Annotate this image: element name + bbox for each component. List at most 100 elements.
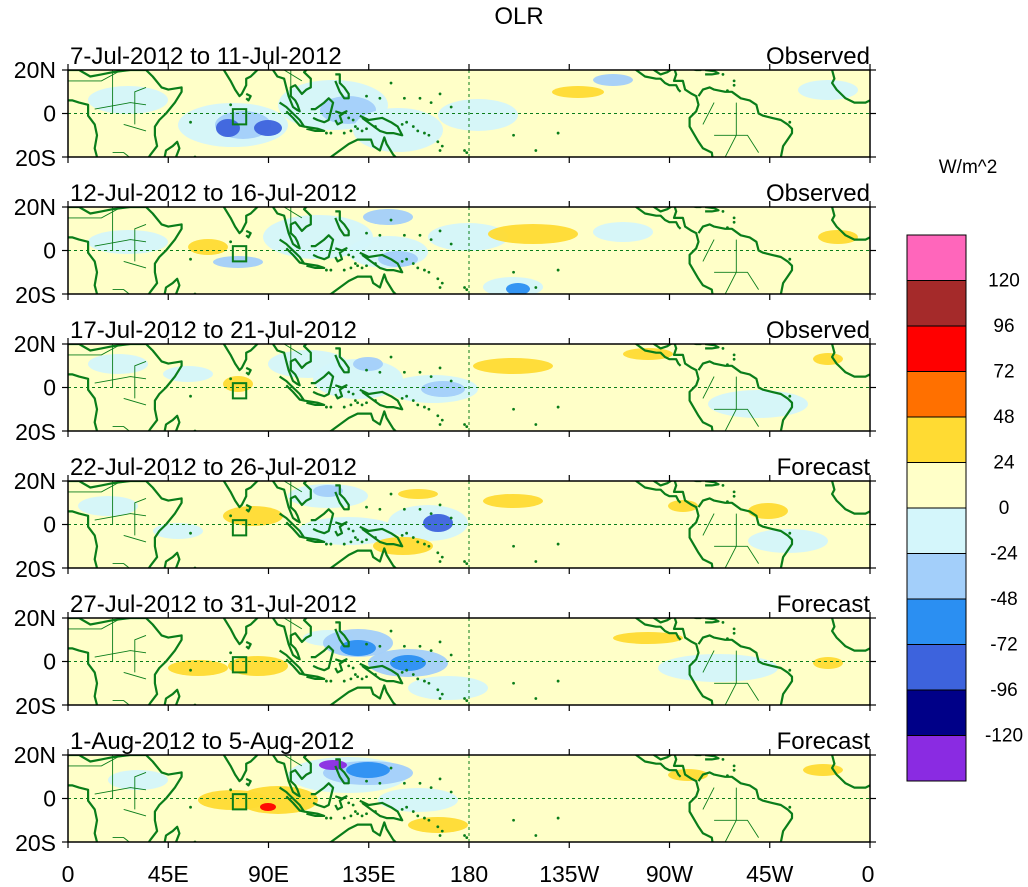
coastline (691, 344, 702, 346)
map-panel: 27-Jul-2012 to 31-Jul-2012 Forecast 20N 0 20… (14, 591, 876, 719)
coastline (278, 786, 306, 813)
anomaly-contour (238, 786, 318, 814)
anomaly-contour (153, 523, 203, 539)
anomaly-contour (593, 74, 633, 86)
lat-label: 0 (43, 101, 56, 127)
lat-label: 20N (14, 742, 56, 768)
island-dot (353, 125, 357, 128)
coastline (652, 755, 714, 842)
country-border (68, 755, 122, 767)
island-dot (329, 679, 333, 683)
anomaly-contour (390, 655, 426, 671)
coastline (68, 207, 183, 294)
map-field (68, 344, 870, 431)
island-dot (360, 677, 364, 681)
colorbar-label: -24 (990, 544, 1018, 565)
anomaly-contour (346, 762, 390, 778)
coastline (222, 755, 259, 783)
island-dot (411, 673, 415, 676)
island-dot (374, 399, 377, 402)
anomaly-contour (313, 359, 403, 399)
colorbar-label: 0 (999, 498, 1010, 519)
coastline (652, 70, 714, 157)
island-dot (329, 131, 333, 135)
coastline (68, 344, 183, 431)
island-dot (418, 507, 422, 511)
country-border (702, 650, 715, 673)
island-dot (374, 673, 377, 676)
anomaly-contour (408, 676, 488, 700)
coastline (697, 634, 794, 705)
island-dot (418, 233, 422, 237)
panel-period: 22-Jul-2012 to 26-Jul-2012 (70, 454, 357, 481)
coastline (697, 497, 794, 568)
island-dot (229, 651, 233, 655)
lat-label: 20S (15, 145, 56, 171)
coastline (278, 649, 306, 676)
anomaly-contour (748, 503, 788, 519)
island-dot (389, 492, 393, 496)
island-dot (438, 286, 442, 289)
coastline (359, 388, 404, 411)
country-border (714, 545, 759, 564)
island-dot (721, 209, 725, 213)
lat-label: 0 (43, 786, 56, 812)
island-dot (416, 129, 420, 133)
island-dot (356, 264, 360, 268)
lat-label: 20N (14, 57, 56, 83)
lat-label: 20N (14, 331, 56, 357)
coastline (303, 810, 326, 818)
island-dot (365, 779, 368, 783)
island-dot (349, 403, 353, 407)
coastline (163, 688, 181, 705)
country-border (702, 376, 715, 399)
island-dot (429, 101, 433, 105)
anomaly-contour (88, 230, 168, 254)
island-dot (463, 697, 466, 700)
island-dot (418, 370, 422, 374)
coastline (163, 414, 181, 431)
island-dot (726, 774, 729, 778)
coastline (68, 755, 183, 842)
anomaly-contour (319, 760, 347, 770)
country-border (283, 481, 303, 493)
colorbar: 120 96 72 48 24 0 -24 -48 -72 -96 -120 (906, 234, 1023, 782)
island-dot (378, 781, 382, 785)
colorbar-label: -72 (990, 635, 1017, 656)
island-dot (229, 514, 233, 518)
island-dot (416, 403, 420, 407)
coastline (359, 251, 404, 274)
country-border (68, 70, 122, 82)
island-dot (356, 538, 360, 542)
island-dot (440, 281, 444, 285)
island-dot (416, 814, 420, 818)
anomaly-contour (78, 628, 138, 648)
country-border (94, 787, 147, 795)
island-dot (429, 512, 433, 516)
island-dot (325, 542, 328, 546)
coastline (245, 503, 252, 513)
colorbar-swatch (906, 507, 967, 554)
island-dot (418, 96, 422, 100)
island-dot (429, 375, 433, 379)
island-dot (347, 527, 351, 531)
island-dot (732, 83, 736, 87)
island-dot (427, 133, 431, 137)
anomaly-contour (428, 223, 508, 251)
island-dot (360, 540, 364, 544)
coastline (303, 399, 326, 407)
anomaly-contour (163, 366, 213, 382)
colorbar-label: 96 (993, 316, 1014, 337)
country-border (123, 123, 147, 132)
island-dot (347, 664, 351, 668)
island-dot (342, 542, 346, 546)
island-dot (534, 560, 538, 563)
panel-period: 12-Jul-2012 to 16-Jul-2012 (70, 180, 357, 207)
island-dot (788, 531, 792, 535)
island-dot (423, 268, 426, 272)
coastline (697, 86, 794, 157)
coastline (334, 521, 348, 537)
island-dot (732, 353, 736, 357)
island-dot (732, 631, 736, 635)
island-dot (365, 642, 368, 646)
